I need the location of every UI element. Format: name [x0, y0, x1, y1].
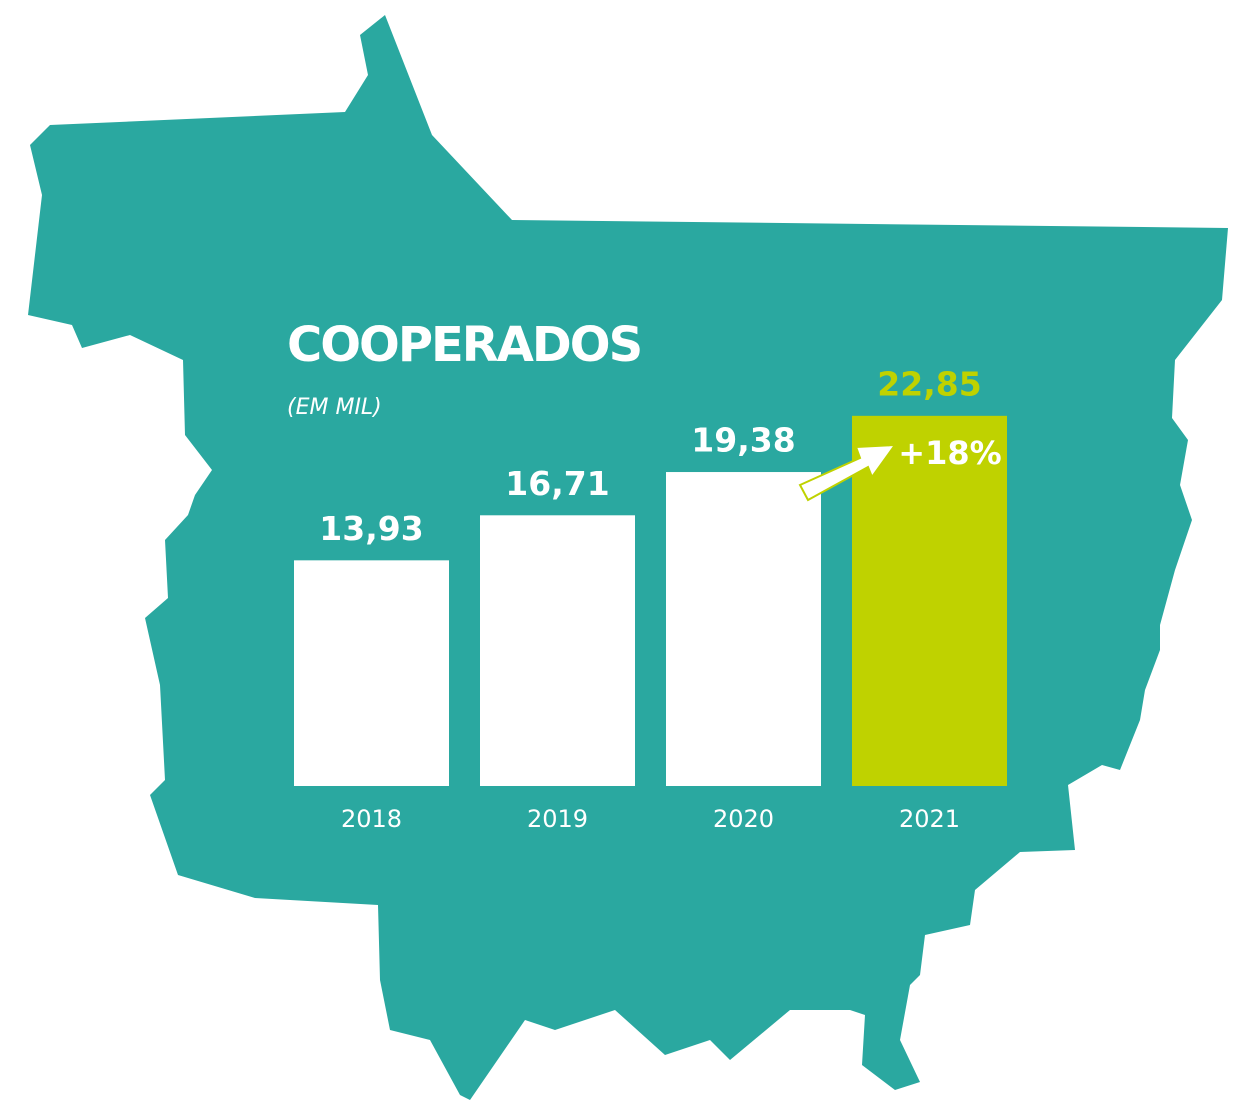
- bar: [480, 515, 635, 786]
- value-label: 13,93: [319, 509, 423, 548]
- bars: 13,93 2018 16,71 2019 19,38 2020 22,85 2021: [294, 364, 1007, 833]
- x-tick-label: 2019: [527, 805, 588, 833]
- growth-annotation: +18%: [898, 434, 1001, 472]
- value-label: 19,38: [691, 421, 795, 460]
- x-tick-label: 2021: [899, 805, 960, 833]
- growth-arrow: [798, 443, 898, 502]
- x-tick-label: 2020: [713, 805, 774, 833]
- bar: [852, 415, 1007, 786]
- value-label: 22,85: [877, 364, 981, 403]
- bar: [666, 472, 821, 786]
- chart-subtitle: (EM MIL): [287, 395, 382, 420]
- chart-title: COOPERADOS: [287, 317, 641, 373]
- x-tick-label: 2018: [341, 805, 402, 833]
- bar: [294, 560, 449, 786]
- value-label: 16,71: [505, 464, 609, 503]
